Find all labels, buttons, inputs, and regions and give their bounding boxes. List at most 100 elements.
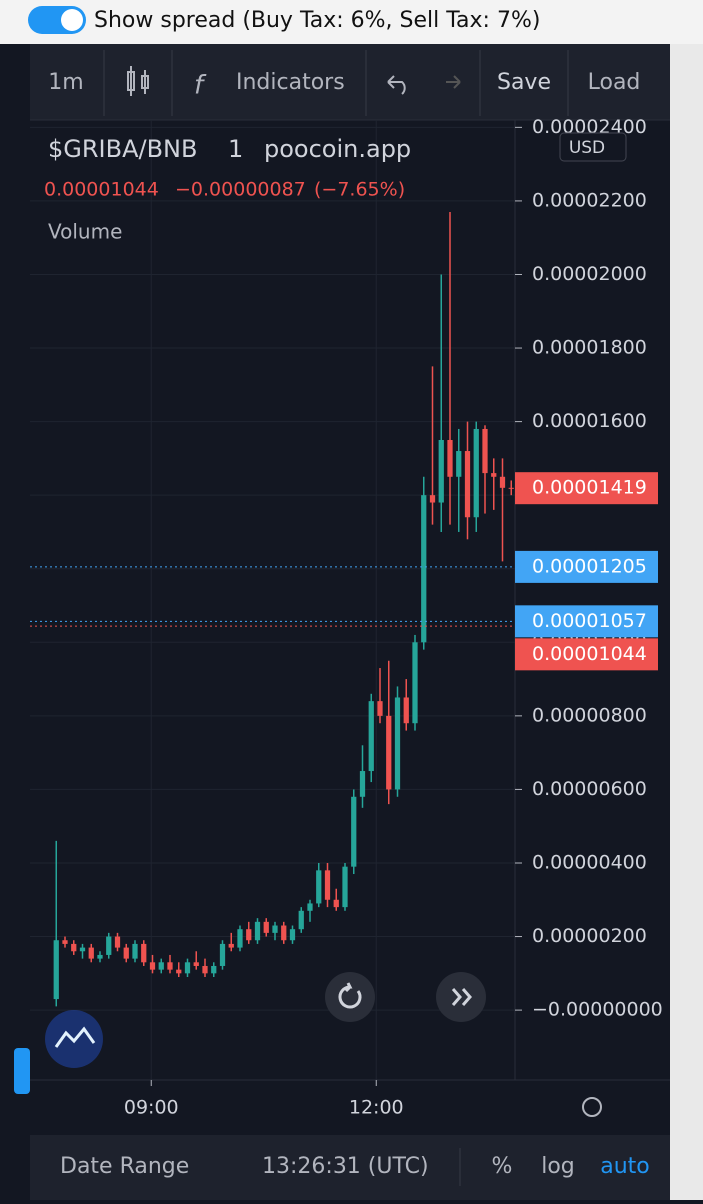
reset-icon (338, 982, 362, 1009)
symbol: $GRIBA/BNB (48, 135, 197, 163)
currency-box[interactable] (559, 132, 627, 162)
undo-icon[interactable] (387, 75, 406, 95)
candle-body (377, 701, 383, 716)
candle-body (167, 962, 173, 970)
candle-body (53, 940, 59, 1000)
interval-button[interactable]: 1m (48, 70, 83, 95)
volume-label: Volume (48, 220, 122, 244)
indicators-button[interactable]: Indicators (236, 70, 345, 95)
candle-body (316, 870, 322, 904)
candle-body (351, 796, 357, 867)
price-change-pct: (−7.65%) (314, 179, 405, 201)
price-label: 0.00001044 (532, 643, 647, 665)
legend-source: poocoin.app (264, 135, 411, 163)
legend-interval: 1 (228, 135, 243, 163)
candle-body (359, 771, 366, 797)
last-price: 0.00001044 (44, 179, 159, 201)
scroll-icon (451, 988, 472, 1006)
scrollbar (670, 44, 703, 1200)
y-tick-label: 0.00002200 (532, 189, 647, 211)
clock: 13:26:31 (UTC) (262, 1154, 429, 1179)
candle-body (97, 954, 103, 959)
price-label: 0.00001057 (532, 610, 647, 632)
percent-toggle[interactable]: % (492, 1154, 513, 1179)
y-tick-label: 0.00002000 (532, 263, 647, 285)
candle-body (324, 870, 331, 900)
date-range[interactable]: Date Range (60, 1154, 189, 1179)
candle-body (333, 899, 339, 908)
candle-body (272, 925, 278, 933)
candle-body (141, 943, 147, 963)
candle-body (202, 965, 208, 974)
candle-body (123, 947, 129, 959)
candle-body (184, 962, 191, 974)
reset-button[interactable] (325, 972, 375, 1022)
save-button[interactable]: Save (497, 70, 551, 95)
candle-body (246, 929, 252, 941)
candle-body (219, 943, 226, 966)
y-tick-label: −0.00000000 (532, 999, 663, 1021)
grid (30, 120, 515, 1080)
candle-body (114, 936, 121, 948)
price-label: 0.00001419 (532, 477, 647, 499)
currency[interactable]: USD (569, 138, 605, 158)
candle-body (106, 936, 112, 955)
candle-body (158, 962, 164, 970)
candle-body (412, 642, 418, 724)
price-label-box (515, 472, 658, 505)
candle-body (438, 440, 444, 503)
candle-body (281, 925, 287, 941)
candle-body (386, 715, 392, 790)
price-label-box (515, 605, 658, 638)
candle-body (149, 962, 156, 970)
candle-body (473, 428, 479, 518)
candle-icon[interactable] (127, 66, 149, 96)
candle-body (456, 451, 462, 477)
log-toggle[interactable]: log (541, 1154, 575, 1179)
candle-body (464, 451, 471, 518)
y-tick-label: 0.00000400 (532, 851, 647, 873)
axes: 0.00002400 0.00002200 0.00002000 0.00001800… (124, 116, 663, 1119)
redo-icon[interactable] (446, 75, 461, 89)
settings-icon[interactable] (582, 1097, 602, 1117)
candle-body (211, 965, 217, 974)
candle-body (254, 921, 261, 941)
price-label: 0.00001205 (532, 555, 647, 577)
candle-body (298, 910, 304, 930)
candle-body (491, 473, 497, 477)
logo-icon (54, 1026, 96, 1048)
price-label-box (515, 550, 658, 583)
price-label-box (515, 638, 658, 671)
candle-body (482, 428, 488, 474)
toggle-label: Show spread (Buy Tax: 6%, Sell Tax: 7%) (94, 8, 540, 33)
candle-body (289, 929, 296, 941)
candle-body (394, 697, 401, 790)
footer (30, 1135, 670, 1200)
y-tick-label: 0.00001600 (532, 410, 647, 432)
y-tick-label: 0.00000800 (532, 704, 647, 726)
price-change: −0.00000087 (175, 179, 306, 201)
candle-body (193, 962, 199, 966)
candle-body (421, 495, 427, 643)
top-bar (0, 0, 703, 44)
candle-body (499, 476, 506, 488)
candle-body (368, 701, 374, 772)
auto-toggle[interactable]: auto (600, 1154, 650, 1179)
candle-body (263, 921, 269, 933)
candle-body (88, 947, 94, 959)
candle-body (429, 495, 436, 503)
load-button[interactable]: Load (588, 70, 641, 95)
side-tab[interactable] (14, 1048, 30, 1094)
toolbar-separators (103, 50, 569, 116)
candle-body (307, 903, 313, 911)
toolbar (30, 44, 670, 120)
candle-body (71, 943, 77, 952)
candle-body (132, 943, 138, 959)
candle-body (79, 947, 86, 952)
candle-body (447, 440, 453, 477)
candle-body (228, 943, 234, 948)
candle-body (62, 940, 68, 944)
y-tick-label: 0.00000600 (532, 778, 647, 800)
